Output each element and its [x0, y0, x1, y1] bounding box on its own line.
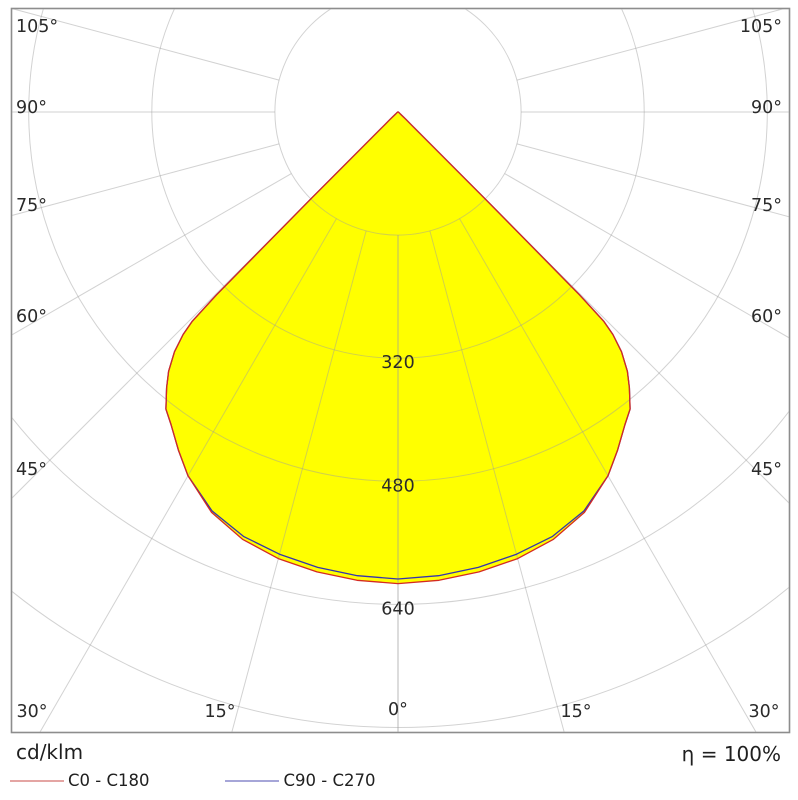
angle-label-left-45: 45°	[16, 460, 47, 480]
legend-label-c90-c270: C90 - C270	[283, 771, 376, 790]
legend-item-c90-c270: C90 - C270	[225, 772, 375, 790]
c90-c270-line-swatch	[225, 780, 280, 782]
units-label: cd/klm	[16, 740, 84, 764]
angle-label-left-105: 105°	[16, 17, 58, 37]
legend-item-c0-c180: C0 - C180	[10, 772, 149, 790]
angle-label-right-90: 90°	[751, 98, 782, 118]
light-output-ratio-label: η = 100%	[681, 742, 781, 766]
angle-label-bottom-3-15: 15°	[560, 702, 591, 722]
ring-label-320: 320	[381, 353, 414, 373]
angle-label-right-45: 45°	[751, 460, 782, 480]
angle-label-left-60: 60°	[16, 307, 47, 327]
angle-label-right-60: 60°	[751, 307, 782, 327]
angle-label-bottom-2-0: 0°	[388, 700, 408, 720]
angle-label-bottom-1-15: 15°	[204, 702, 235, 722]
angle-label-bottom-4-30: 30°	[748, 702, 779, 722]
c0-c180-line-swatch	[10, 780, 64, 782]
polar-chart-canvas: 320 480 640 105° 105° 90° 90° 75° 75° 60° 60° 45° 45…	[10, 7, 791, 734]
legend: C0 - C180 C90 - C270	[10, 772, 399, 790]
angle-label-left-75: 75°	[16, 196, 47, 216]
ring-label-640: 640	[381, 599, 414, 619]
angle-label-right-75: 75°	[751, 196, 782, 216]
ring-label-480: 480	[381, 476, 414, 496]
angle-label-left-90: 90°	[16, 98, 47, 118]
angle-label-right-105: 105°	[740, 17, 782, 37]
legend-label-c0-c180: C0 - C180	[68, 771, 150, 790]
angle-label-bottom-0-30: 30°	[16, 702, 47, 722]
